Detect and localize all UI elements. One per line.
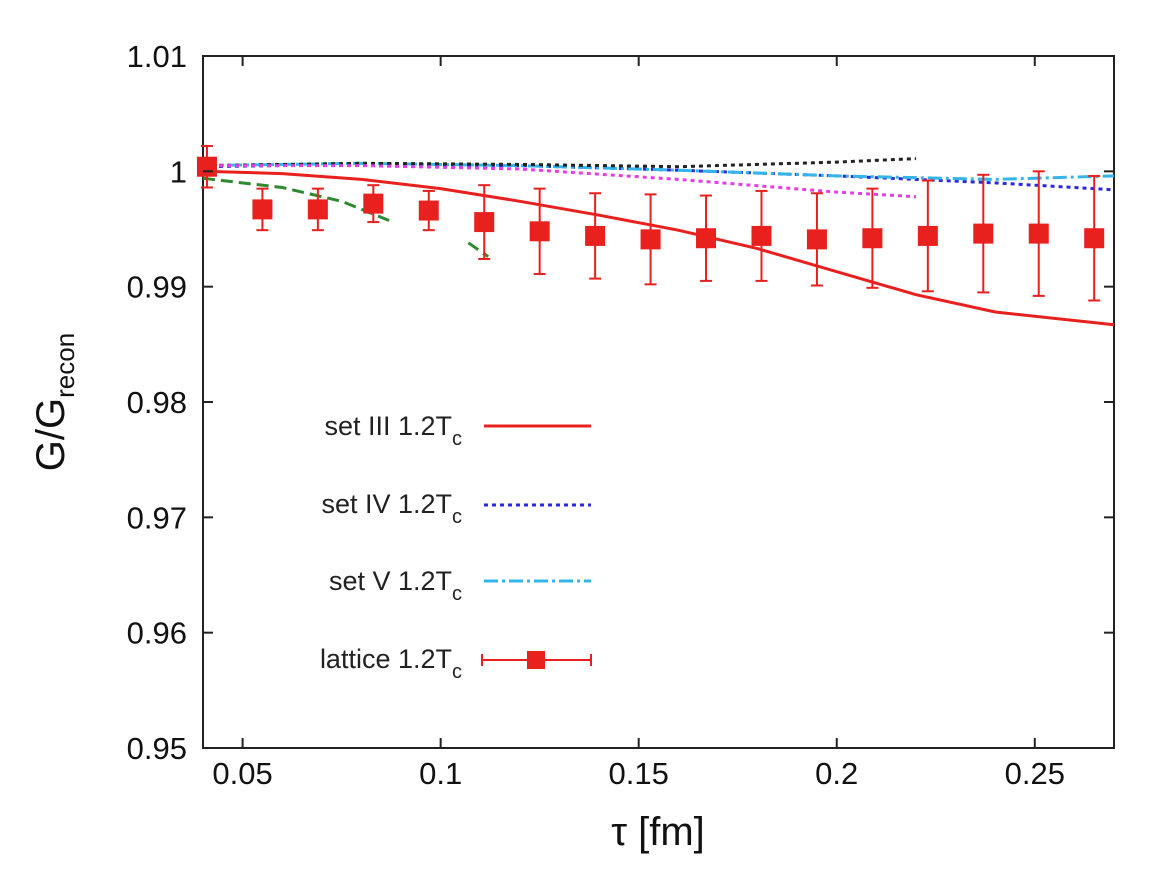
series-layer: [196, 144, 1115, 327]
data-point: [806, 229, 827, 250]
y-axis-title-main: G/G: [29, 398, 73, 471]
data-point: [307, 199, 328, 220]
x-axis-title: τ [fm]: [611, 810, 705, 854]
legend: set III 1.2Tc set IV 1.2Tc set V 1.2Tc l…: [320, 411, 592, 683]
y-tick-label: 0.97: [127, 500, 187, 535]
y-axis-title: G/Grecon: [29, 333, 80, 471]
legend-entry-set-iii: set III 1.2Tc: [324, 411, 591, 450]
x-tick-label: 0.15: [609, 756, 669, 791]
legend-swatch-marker: [527, 651, 545, 669]
data-point: [529, 221, 550, 242]
y-tick-label: 0.99: [127, 270, 187, 305]
x-tick-label: 0.05: [212, 756, 272, 791]
plot-frame: [202, 55, 1115, 749]
data-point: [418, 200, 439, 221]
legend-label: set V 1.2Tc: [329, 566, 462, 605]
series-line-set-v: [202, 161, 1115, 181]
data-point: [1084, 228, 1105, 249]
y-tick-label: 1.01: [127, 39, 187, 74]
data-point: [862, 228, 883, 249]
series-line-unlabeled-4: [203, 164, 917, 199]
y-tick-label: 1: [170, 154, 187, 189]
data-point: [196, 156, 217, 177]
legend-entry-set-v: set V 1.2Tc: [329, 566, 591, 605]
data-point: [973, 223, 994, 244]
legend-label: set IV 1.2Tc: [321, 489, 462, 528]
series-lattice: [196, 144, 1105, 302]
data-point: [751, 225, 772, 246]
x-tick-label: 0.25: [1005, 756, 1065, 791]
data-point: [363, 193, 384, 214]
data-point: [585, 225, 606, 246]
legend-label: set III 1.2Tc: [324, 411, 462, 450]
data-point: [696, 228, 717, 249]
y-tick-label: 0.98: [127, 385, 187, 420]
legend-label: lattice 1.2Tc: [320, 644, 462, 683]
tick-layer: 0.05 0.1 0.15 0.2 0.25 0.95 0.96 0.97 0.98 0.99 1 1…: [127, 39, 1114, 791]
x-tick-label: 0.1: [419, 756, 462, 791]
legend-entry-lattice: lattice 1.2Tc: [320, 644, 592, 683]
data-point: [1028, 223, 1049, 244]
data-point: [917, 225, 938, 246]
x-tick-label: 0.2: [815, 756, 858, 791]
legend-entry-set-iv: set IV 1.2Tc: [321, 489, 591, 528]
y-tick-label: 0.96: [127, 616, 187, 651]
series-line-set-iii: [202, 169, 1115, 327]
data-point: [252, 199, 273, 220]
data-point: [474, 212, 495, 233]
y-axis-title-sub: recon: [50, 333, 80, 398]
plot-area: 0.05 0.1 0.15 0.2 0.25 0.95 0.96 0.97 0.98 0.99 1 1…: [127, 39, 1115, 791]
y-tick-label: 0.95: [127, 731, 187, 766]
data-point: [640, 229, 661, 250]
